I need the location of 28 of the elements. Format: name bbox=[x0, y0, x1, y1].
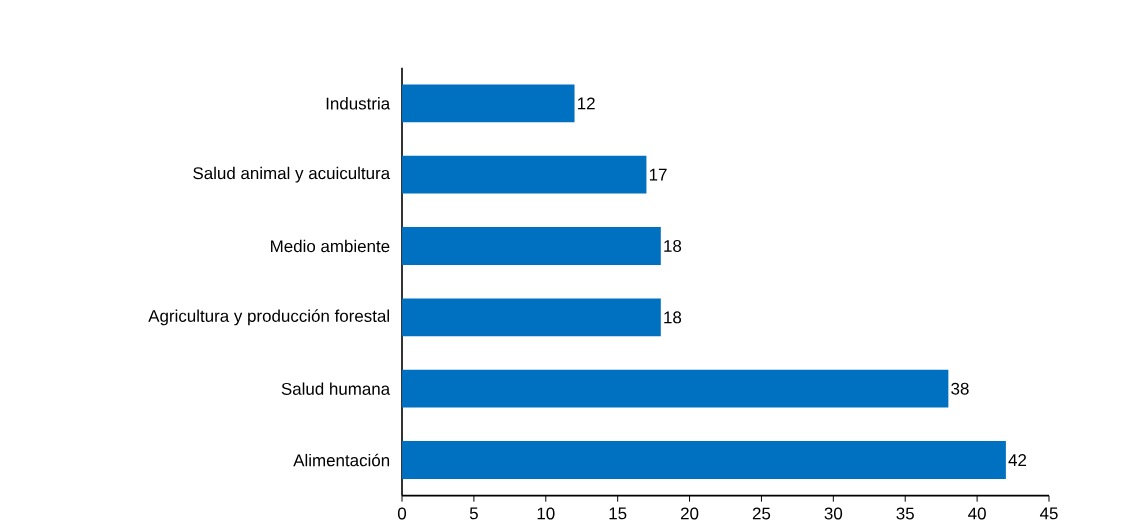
x-tick-label: 30 bbox=[824, 507, 843, 520]
x-tick-label: 35 bbox=[896, 507, 914, 520]
data-label: 12 bbox=[578, 97, 595, 110]
data-label: 42 bbox=[1008, 454, 1027, 466]
y-tick-label: Medio ambiente bbox=[271, 239, 390, 253]
x-tick-label: 20 bbox=[681, 507, 699, 520]
y-tick-label: Salud animal y acuicultura bbox=[193, 166, 391, 183]
bar bbox=[402, 227, 661, 265]
x-tick-label: 5 bbox=[469, 507, 478, 520]
bar bbox=[402, 441, 1006, 479]
x-tick-label: 0 bbox=[397, 507, 407, 520]
bar bbox=[402, 155, 647, 194]
bar bbox=[402, 84, 575, 123]
x-tick-label: 10 bbox=[537, 507, 555, 520]
x-tick-label: 25 bbox=[752, 507, 771, 520]
y-tick-label: Salud humana bbox=[281, 382, 391, 395]
y-tick-label: Agricultura y producción forestal bbox=[148, 309, 389, 326]
y-tick-label: Alimentación bbox=[293, 453, 390, 467]
y-tick-label: Industria bbox=[326, 97, 391, 110]
x-tick-label: 40 bbox=[968, 507, 986, 520]
data-label: 18 bbox=[664, 311, 682, 324]
bar bbox=[402, 369, 949, 408]
data-label: 38 bbox=[951, 382, 969, 395]
x-tick-label: 15 bbox=[609, 507, 627, 520]
data-label: 18 bbox=[664, 240, 682, 252]
bar bbox=[402, 298, 661, 337]
x-tick-label: 45 bbox=[1039, 507, 1058, 520]
data-label: 17 bbox=[649, 168, 667, 181]
